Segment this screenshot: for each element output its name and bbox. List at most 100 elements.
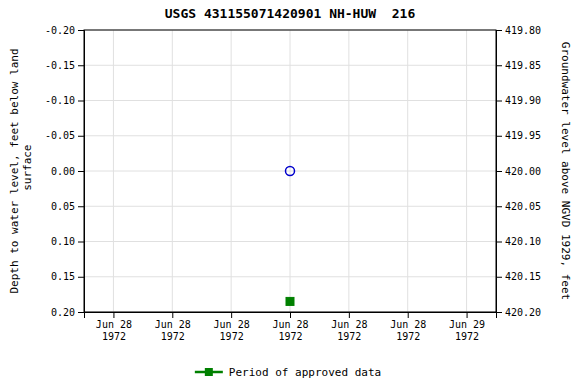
tick-mark	[78, 206, 84, 207]
tick: -0.15	[45, 60, 84, 71]
tick: Jun 281972	[214, 312, 250, 342]
tick-label: 419.95	[505, 130, 541, 141]
grid-line	[113, 30, 114, 312]
tick-mark	[496, 277, 502, 278]
tick-label: -0.15	[45, 60, 75, 71]
grid-line	[348, 30, 349, 312]
tick-label: -0.20	[45, 25, 75, 36]
tick: Jun 281972	[390, 312, 426, 342]
tick: 420.10	[496, 236, 541, 247]
axis-line	[85, 313, 497, 319]
tick: Jun 281972	[155, 312, 191, 342]
tick-label: 420.05	[505, 201, 541, 212]
tick: 0.15	[51, 271, 84, 282]
tick-label: 420.20	[505, 307, 541, 318]
marks	[286, 167, 295, 306]
series	[286, 167, 295, 176]
legend-marker	[205, 368, 213, 376]
tick-mark	[231, 312, 232, 318]
tick-mark	[78, 136, 84, 137]
tick-label: 419.85	[505, 60, 541, 71]
legend-label: Period of approved data	[229, 366, 381, 379]
tick: 420.05	[496, 201, 541, 212]
tick-label: Jun 281972	[214, 319, 250, 342]
series	[286, 297, 294, 305]
tick: 420.00	[496, 166, 541, 177]
tick-label: 419.80	[505, 25, 541, 36]
axis-line	[497, 31, 503, 313]
tick: Jun 281972	[96, 312, 132, 342]
tick: -0.10	[45, 95, 84, 106]
tick-mark	[78, 312, 84, 313]
tick-label: 0.15	[51, 271, 75, 282]
tick-label: 420.00	[505, 166, 541, 177]
tick-label: 420.10	[505, 236, 541, 247]
tick: Jun 281972	[272, 312, 308, 342]
tick-label: Jun 281972	[331, 319, 367, 342]
y2-axis: 420.20 420.15 420.10 420.05 420.00 419.95 419.…	[496, 25, 541, 318]
tick-mark	[113, 312, 114, 318]
tick-mark	[467, 312, 468, 318]
tick-mark	[349, 312, 350, 318]
grid-line	[407, 30, 408, 312]
tick-mark	[496, 171, 502, 172]
title: USGS 431155071420901 NH-HUW 216	[165, 6, 416, 21]
tick: 0.05	[51, 201, 84, 212]
tick-mark	[496, 65, 502, 66]
grid-line	[231, 30, 232, 312]
tick-mark	[496, 136, 502, 137]
tick-mark	[172, 312, 173, 318]
tick: 419.95	[496, 130, 541, 141]
y-axis: -0.20 -0.15 -0.10 -0.05 0.00 0.05 0.10 0.15 0.20	[45, 25, 85, 318]
tick: -0.05	[45, 130, 84, 141]
plot-frame	[84, 30, 496, 312]
tick: 419.90	[496, 95, 541, 106]
tick-mark	[408, 312, 409, 318]
tick: 0.10	[51, 236, 84, 247]
tick-mark	[78, 101, 84, 102]
data-point	[286, 297, 294, 305]
tick-mark	[290, 312, 291, 318]
tick-label: -0.10	[45, 95, 75, 106]
tick-label: 0.05	[51, 201, 75, 212]
tick-label: 0.00	[51, 166, 75, 177]
legend-item: Period of approved data	[195, 366, 381, 379]
legend: Period of approved data	[195, 366, 381, 379]
tick: 420.15	[496, 271, 541, 282]
grid-line	[290, 30, 291, 312]
plot: Jun 281972 Jun 281972 Jun 281972 Jun 281972…	[45, 25, 541, 342]
y2-axis-title: Groundwater level above NGVD 1929, feet	[559, 42, 572, 300]
tick-label: 0.10	[51, 236, 75, 247]
tick-label: Jun 281972	[390, 319, 426, 342]
tick-label: Jun 281972	[96, 319, 132, 342]
tick-label: Jun 281972	[272, 319, 308, 342]
tick: 419.85	[496, 60, 541, 71]
tick: 419.80	[496, 25, 541, 36]
tick-label: 419.90	[505, 95, 541, 106]
data-point	[286, 167, 295, 176]
tick: 420.20	[496, 307, 541, 318]
tick-label: -0.05	[45, 130, 75, 141]
grid-line	[466, 30, 467, 312]
tick: -0.20	[45, 25, 84, 36]
grid-line	[172, 30, 173, 312]
grid	[84, 30, 496, 312]
tick-mark	[496, 312, 502, 313]
tick-mark	[496, 206, 502, 207]
tick-mark	[78, 30, 84, 31]
tick-mark	[78, 171, 84, 172]
tick: Jun 281972	[331, 312, 367, 342]
tick: Jun 291972	[449, 312, 485, 342]
tick-label: Jun 291972	[449, 319, 485, 342]
tick: 0.20	[51, 307, 84, 318]
x-axis: Jun 281972 Jun 281972 Jun 281972 Jun 281972…	[85, 312, 497, 342]
chart: Jun 281972 Jun 281972 Jun 281972 Jun 281972…	[0, 0, 576, 384]
axis-line	[78, 31, 85, 313]
tick: 0.00	[51, 166, 84, 177]
tick-mark	[78, 242, 84, 243]
tick-mark	[78, 277, 84, 278]
tick-label: 420.15	[505, 271, 541, 282]
tick-mark	[496, 242, 502, 243]
tick-label: Jun 281972	[155, 319, 191, 342]
tick-mark	[78, 65, 84, 66]
